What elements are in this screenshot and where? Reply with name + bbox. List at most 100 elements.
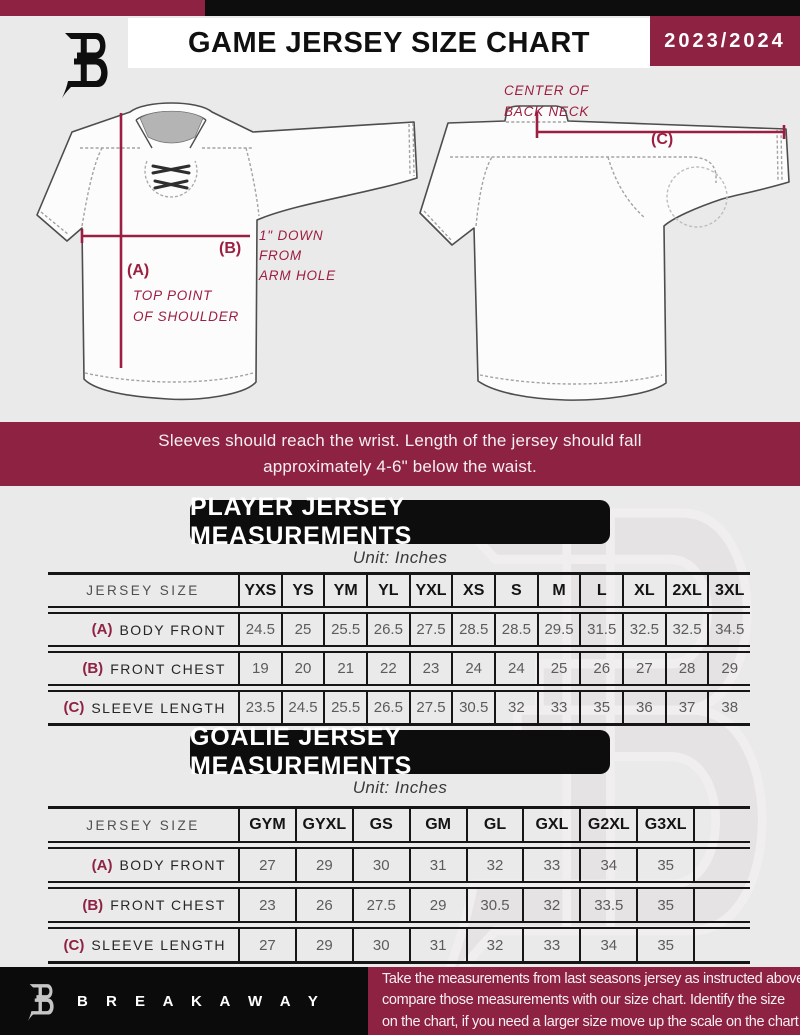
measurement-value-cell: 33.5 bbox=[579, 889, 636, 921]
size-column-header: YXS bbox=[238, 575, 281, 606]
row-label: FRONT CHEST bbox=[110, 660, 226, 677]
row-key: (C) bbox=[63, 936, 85, 954]
measurement-value-cell: 27.5 bbox=[408, 692, 452, 723]
size-column-header: L bbox=[579, 575, 622, 606]
measurement-a-key: (A) bbox=[127, 262, 150, 279]
brand-name: B R E A K A W A Y bbox=[77, 992, 325, 1010]
measurement-value-cell: 27 bbox=[622, 653, 665, 684]
measurement-value-cell: 23 bbox=[238, 889, 295, 921]
measurement-value-cell: 33 bbox=[522, 929, 579, 961]
measurement-value-cell: 28.5 bbox=[494, 614, 537, 645]
size-column-header: G3XL bbox=[636, 809, 693, 841]
jersey-size-corner-label: JERSEY SIZE bbox=[86, 817, 200, 833]
measurement-value-cell: 28.5 bbox=[451, 614, 494, 645]
measurement-value-cell: 32.5 bbox=[664, 614, 708, 645]
size-column-header: YM bbox=[323, 575, 366, 606]
notice-line: Sleeves should reach the wrist. Length o… bbox=[158, 431, 642, 450]
jersey-diagrams bbox=[36, 102, 790, 401]
size-column-header: XS bbox=[451, 575, 494, 606]
size-column-header: XL bbox=[622, 575, 665, 606]
instruction-line: Take the measurements from last seasons … bbox=[382, 970, 800, 987]
row-label-cell: (A) BODY FRONT bbox=[48, 849, 238, 881]
measurement-value-cell: 30 bbox=[351, 929, 409, 961]
measurement-value-cell: 29.5 bbox=[536, 614, 580, 645]
top-strip-maroon bbox=[0, 0, 205, 16]
size-column-header: GM bbox=[408, 809, 466, 841]
measurement-value-cell: 27 bbox=[238, 929, 295, 961]
measurement-value-cell: 35 bbox=[579, 692, 622, 723]
measurement-value-cell: 31.5 bbox=[579, 614, 622, 645]
table-header-row: JERSEY SIZE GYM GYXL GS GM GL GXL G2XL G3XL bbox=[48, 806, 750, 843]
notice-line: approximately 4-6" below the waist. bbox=[263, 457, 537, 476]
measurement-value-cell: 34 bbox=[579, 929, 636, 961]
size-column-header: M bbox=[536, 575, 580, 606]
footer-brand-block: B R E A K A W A Y bbox=[0, 967, 368, 1035]
season-badge: 2023/2024 bbox=[650, 16, 800, 66]
page-title: GAME JERSEY SIZE CHART bbox=[128, 18, 650, 68]
row-label-cell: (B) FRONT CHEST bbox=[48, 889, 238, 921]
measurement-value-cell: 31 bbox=[408, 849, 466, 881]
size-column-header: YS bbox=[280, 575, 324, 606]
measurement-value-cell: 27 bbox=[238, 849, 295, 881]
size-column-header: 2XL bbox=[664, 575, 708, 606]
measurement-value-cell: 23.5 bbox=[238, 692, 281, 723]
back-jersey-diagram bbox=[419, 105, 790, 401]
measurement-value-cell: 24.5 bbox=[280, 692, 324, 723]
row-label: BODY FRONT bbox=[119, 621, 226, 638]
measurement-value-cell: 32 bbox=[522, 889, 579, 921]
measurement-value-cell: 36 bbox=[622, 692, 665, 723]
measurement-value-cell: 24.5 bbox=[238, 614, 281, 645]
measurement-value-cell: 33 bbox=[536, 692, 580, 723]
row-key: (B) bbox=[82, 660, 104, 677]
size-column-header: GYXL bbox=[294, 809, 352, 841]
measurement-value-cell: 32 bbox=[465, 849, 523, 881]
measurement-value-cell: 29 bbox=[408, 889, 466, 921]
measurement-value-cell: 19 bbox=[238, 653, 281, 684]
measurement-value-cell: 32.5 bbox=[622, 614, 665, 645]
measurement-value-cell: 21 bbox=[323, 653, 366, 684]
size-column-header: 3XL bbox=[707, 575, 750, 606]
row-key: (C) bbox=[63, 699, 85, 716]
measurement-value-cell: 22 bbox=[366, 653, 409, 684]
measurement-a-caption: TOP POINT OF SHOULDER bbox=[133, 285, 239, 327]
caption-line: CENTER OF bbox=[504, 83, 590, 98]
measurement-row: (B) FRONT CHEST 19 20 21 22 23 24 24 25 26 27 28 29 bbox=[48, 651, 750, 686]
row-label: SLEEVE LENGTH bbox=[91, 937, 226, 953]
measurement-c-caption: CENTER OF BACK NECK bbox=[504, 80, 589, 122]
size-column-header: YXL bbox=[408, 575, 452, 606]
measurement-row: (B) FRONT CHEST 23 26 27.5 29 30.5 32 33.5 35 bbox=[48, 887, 750, 923]
measurement-value-cell: 29 bbox=[707, 653, 750, 684]
row-label-cell: (A) BODY FRONT bbox=[48, 614, 238, 645]
caption-line: ARM HOLE bbox=[259, 268, 336, 283]
row-key: (A) bbox=[91, 621, 113, 638]
front-jersey-diagram bbox=[36, 102, 418, 401]
footer-instructions: Take the measurements from last seasons … bbox=[368, 967, 800, 1035]
size-column-header bbox=[693, 809, 750, 841]
measurement-b-caption: 1" DOWN FROM ARM HOLE bbox=[259, 226, 336, 286]
measurement-value-cell: 35 bbox=[636, 929, 693, 961]
measurement-value-cell: 31 bbox=[408, 929, 466, 961]
size-column-header: YL bbox=[366, 575, 409, 606]
goalie-unit-label: Unit: Inches bbox=[352, 778, 448, 797]
caption-line: 1" DOWN bbox=[259, 228, 324, 243]
size-column-header: G2XL bbox=[579, 809, 636, 841]
breakaway-footer-logo bbox=[28, 984, 54, 1021]
measurement-value-cell: 32 bbox=[465, 929, 523, 961]
measurement-value-cell: 27.5 bbox=[408, 614, 452, 645]
measurement-value-cell: 26 bbox=[294, 889, 352, 921]
row-key: (B) bbox=[82, 896, 104, 914]
measurement-row: (C) SLEEVE LENGTH 27 29 30 31 32 33 34 35 bbox=[48, 927, 750, 964]
row-key: (A) bbox=[91, 856, 113, 874]
table-header-row: JERSEY SIZE YXS YS YM YL YXL XS S M L XL 2XL 3XL bbox=[48, 572, 750, 608]
measurement-value-cell: 26.5 bbox=[366, 692, 409, 723]
measurement-value-cell: 34 bbox=[579, 849, 636, 881]
measurement-row: (A) BODY FRONT 24.5 25 25.5 26.5 27.5 28.5 28.5 2… bbox=[48, 612, 750, 647]
row-label: SLEEVE LENGTH bbox=[91, 699, 226, 716]
measurement-value-cell: 29 bbox=[294, 849, 352, 881]
measurement-value-cell: 20 bbox=[280, 653, 324, 684]
measurement-value-cell: 25 bbox=[280, 614, 324, 645]
player-section-title: PLAYER JERSEY MEASUREMENTS bbox=[190, 493, 610, 550]
measurement-value-cell: 30.5 bbox=[451, 692, 494, 723]
jersey-size-corner-label: JERSEY SIZE bbox=[86, 583, 200, 598]
